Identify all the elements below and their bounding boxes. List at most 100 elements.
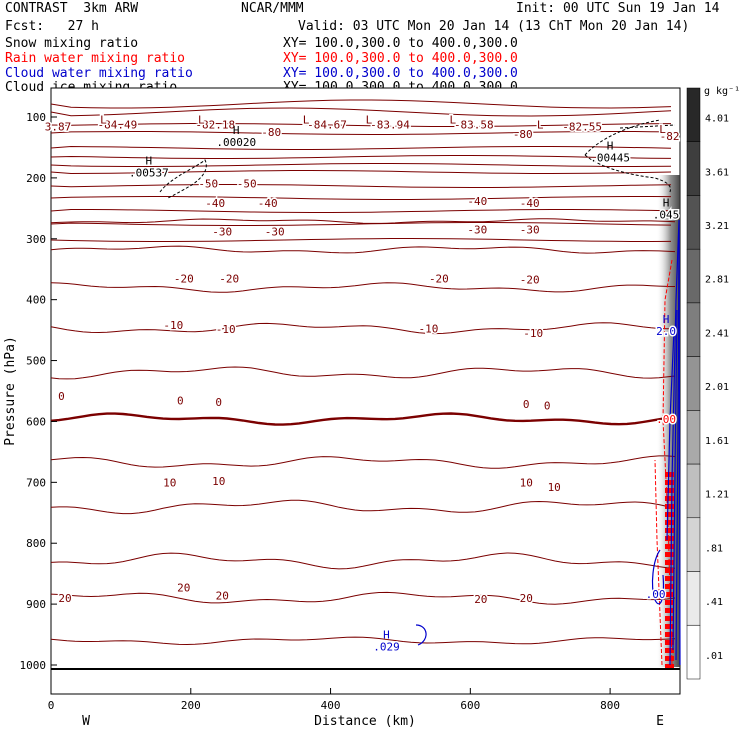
isotherm — [50, 145, 672, 150]
temperature-label: 0 — [215, 396, 222, 409]
rain-mark — [665, 520, 674, 525]
x-tick-label: 800 — [600, 699, 620, 712]
rain-mark — [665, 552, 674, 557]
colorbar-label: .81 — [705, 543, 723, 554]
extremum-mark: H — [663, 313, 670, 326]
y-tick-label: 200 — [26, 172, 46, 185]
legend-cloud-water-name: Cloud water mixing ratio — [5, 66, 193, 81]
colorbar-label: 3.61 — [705, 167, 729, 178]
temperature-label: -30 — [265, 225, 285, 238]
low-mark: L — [659, 123, 666, 136]
legend-snow-name: Snow mixing ratio — [5, 36, 139, 51]
isotherm — [50, 196, 672, 200]
rain-mark — [665, 568, 674, 573]
temperature-label: -80 — [513, 128, 533, 141]
colorbar-label: 2.01 — [705, 382, 729, 393]
extremum-mark: H — [663, 197, 670, 210]
isotherm — [50, 499, 676, 515]
rain-mark — [665, 600, 674, 605]
rain-mark — [665, 640, 674, 645]
colorbar-label: .01 — [705, 651, 723, 662]
isotherm — [50, 163, 672, 167]
x-axis-title: Distance (km) — [314, 714, 416, 729]
colorbar-unit: g kg⁻¹ — [704, 86, 740, 97]
extremum-mark: H — [383, 628, 390, 641]
temperature-label: -50 — [198, 177, 218, 190]
extremum-value: .00445 — [590, 151, 630, 164]
colorbar-label: 4.01 — [705, 114, 729, 125]
temperature-label: 20 — [177, 582, 190, 595]
rain-mark — [665, 544, 674, 549]
colorbar-cell — [686, 517, 701, 572]
y-tick-label: 700 — [26, 476, 46, 489]
colorbar-label: .41 — [705, 597, 723, 608]
rain-mark — [665, 648, 674, 653]
x-tick-label: 200 — [181, 699, 201, 712]
forecast-hour: Fcst: 27 h — [5, 19, 99, 34]
isotherm — [50, 455, 676, 469]
temperature-label: 20 — [474, 593, 487, 606]
colorbar-cell — [686, 463, 701, 519]
temperature-label: -30 — [467, 224, 487, 237]
isotherm — [50, 238, 672, 242]
y-tick-label: 100 — [26, 111, 46, 124]
colorbar-cell — [686, 87, 701, 142]
plot-frame — [50, 87, 681, 695]
temperature-label: 0 — [58, 390, 65, 403]
rain-mark — [665, 560, 674, 565]
rain-mark — [665, 488, 674, 493]
rain-mark — [665, 496, 674, 501]
colorbar-cell — [686, 141, 701, 196]
rain-mark — [665, 608, 674, 613]
y-axis-title: Pressure (hPa) — [3, 336, 18, 446]
temperature-label: -82 — [660, 130, 680, 143]
colorbar-label: 2.81 — [705, 275, 729, 286]
init-time: Init: 00 UTC Sun 19 Jan 14 — [516, 1, 720, 16]
temperature-label: 0 — [544, 400, 551, 413]
extremum-value: .029 — [373, 640, 400, 653]
temperature-label: 20 — [520, 592, 533, 605]
temperature-label: -82.18 — [195, 118, 235, 131]
colorbar: 4.01 3.61 3.21 2.81 2.41 2.01 1.61 1.21 .81 .41 .0… — [686, 87, 729, 680]
snow-contours — [159, 119, 676, 199]
temperature-label: 0 — [177, 395, 184, 408]
y-tick-label: 900 — [26, 598, 46, 611]
rain-mark — [665, 616, 674, 621]
isotherm — [50, 366, 676, 380]
temperature-label: 10 — [520, 476, 533, 489]
rain-mark — [665, 664, 674, 669]
extremum-value: .00020 — [216, 136, 256, 149]
rain-mark — [665, 592, 674, 597]
legend-cloud-water-xy: XY= 100.0,300.0 to 400.0,300.0 — [283, 66, 518, 81]
isotherm — [50, 218, 676, 224]
contour-labels: 3.87 -84.49 -82.18 -80 -84.67 -83.94 -83.58 -80… — [43, 112, 681, 655]
isotherm — [50, 155, 672, 159]
temperature-label: -20 — [520, 274, 540, 287]
colorbar-cell — [686, 195, 701, 250]
temperature-label: 10 — [212, 475, 225, 488]
center-name: NCAR/MMM — [241, 1, 304, 16]
rain-mark — [665, 624, 674, 629]
isotherm — [50, 636, 676, 646]
temperature-label: -50 — [237, 177, 257, 190]
temperature-label: 10 — [163, 476, 176, 489]
temperature-label: -40 — [258, 197, 278, 210]
low-mark: L — [450, 113, 457, 126]
low-mark: L — [537, 118, 544, 131]
temperature-label: -84.49 — [98, 118, 138, 131]
temperature-label: -10 — [216, 323, 236, 336]
x-tick-label: 400 — [321, 699, 341, 712]
rain-core — [665, 472, 674, 669]
isotherm — [50, 99, 672, 109]
low-mark: L — [303, 113, 310, 126]
legend-rain-xy: XY= 100.0,300.0 to 400.0,300.0 — [283, 51, 518, 66]
isotherm — [50, 282, 676, 293]
temperature-label: -40 — [467, 195, 487, 208]
rain-mark — [665, 632, 674, 637]
rain-mark — [665, 472, 674, 477]
temperature-label: -10 — [163, 319, 183, 332]
rain-mark — [665, 536, 674, 541]
extremum-value: .00 — [646, 588, 666, 601]
